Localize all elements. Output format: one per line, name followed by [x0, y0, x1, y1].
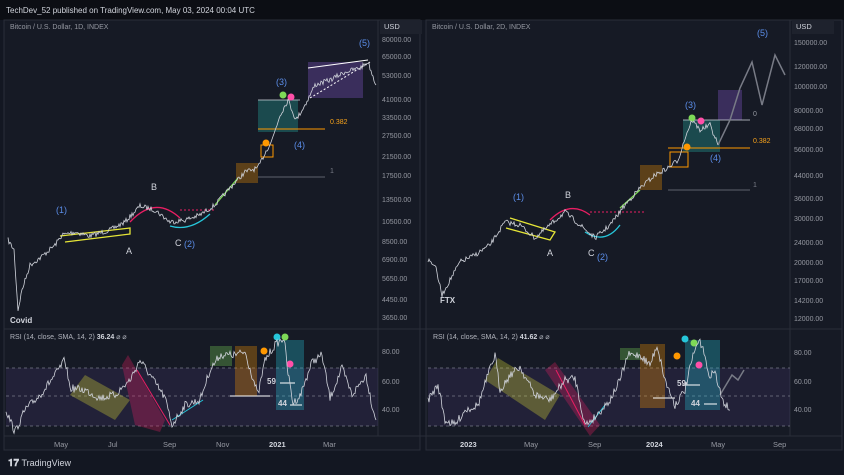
wave-label: C: [175, 238, 182, 248]
tradingview-logo[interactable]: 𝟏𝟕 TradingView: [8, 458, 71, 469]
rsi-axis-label: 60.00: [382, 379, 400, 386]
time-axis-label: Sep: [588, 440, 602, 449]
wave-label: (5): [757, 28, 768, 38]
fib-level: 0: [753, 111, 757, 118]
wave-label: (4): [294, 140, 305, 150]
time-axis-label: 2024: [646, 440, 663, 449]
wave-label: (1): [56, 205, 67, 215]
price-axis-label: 41000.00: [382, 97, 412, 104]
rsi-axis-label: 40.00: [382, 407, 400, 414]
right-rsi-legend: RSI (14, close, SMA, 14, 2) 41.62 ⌀ ⌀: [433, 333, 550, 341]
price-axis-label: 12000.00: [794, 316, 824, 323]
price-axis-label: 80000.00: [794, 108, 824, 115]
price-axis-label: 27500.00: [382, 133, 412, 140]
rsi-value: 41.62: [519, 334, 538, 341]
price-axis-label: 80000.00: [382, 37, 412, 44]
price-axis-label: 33500.00: [382, 115, 412, 122]
wave-label: (2): [597, 252, 608, 262]
price-axis-label: 3650.00: [382, 315, 408, 322]
price-axis-label: 30000.00: [794, 216, 824, 223]
rsi-axis-label: 80.00: [794, 350, 812, 357]
price-axis-label: 8500.00: [382, 239, 408, 246]
time-axis-label: 2021: [269, 440, 286, 449]
price-axis-label: 100000.00: [794, 84, 828, 91]
wave-label: (1): [513, 192, 524, 202]
brand-name: TradingView: [21, 458, 71, 468]
wave-label: (4): [710, 153, 721, 163]
price-axis-label: 68000.00: [794, 126, 824, 133]
price-axis-label: 21500.00: [382, 154, 412, 161]
time-axis-label: 2023: [460, 440, 477, 449]
time-axis-label: Jul: [108, 440, 118, 449]
projection-path: [717, 52, 786, 146]
event-label: FTX: [440, 296, 456, 305]
fib-level: 1: [330, 168, 334, 175]
price-axis-label: 13500.00: [382, 197, 412, 204]
rsi-settings-icons[interactable]: ⌀ ⌀: [539, 334, 550, 341]
time-axis-label: May: [711, 440, 726, 449]
wave-label: (3): [685, 100, 696, 110]
time-axis-label: Mar: [323, 440, 336, 449]
price-axis-label: 6900.00: [382, 257, 408, 264]
price-axis-label: 44000.00: [794, 173, 824, 180]
time-axis-label: May: [524, 440, 539, 449]
left-rsi-legend: RSI (14, close, SMA, 14, 2) 36.24 ⌀ ⌀: [10, 333, 127, 341]
rsi-level-label: 59: [677, 379, 686, 388]
price-axis-label: 56000.00: [794, 147, 824, 154]
time-axis-label: Sep: [773, 440, 787, 449]
price-axis-label: 10500.00: [382, 219, 412, 226]
price-axis-label: 120000.00: [794, 64, 828, 71]
rsi-value: 36.24: [96, 334, 115, 341]
left-symbol-title: Bitcoin / U.S. Dollar, 1D, INDEX: [10, 24, 109, 31]
time-axis-label: May: [54, 440, 69, 449]
publish-info: TechDev_52 published on TradingView.com,…: [6, 6, 255, 15]
wave-label: (5): [359, 38, 370, 48]
wave-label: C: [588, 248, 595, 258]
wave3-box: [258, 100, 298, 132]
fib-level: 1: [753, 182, 757, 189]
rsi-level-label: 59: [267, 377, 276, 386]
price-axis-label: 36000.00: [794, 196, 824, 203]
wave-label: B: [151, 182, 158, 192]
wave-label: B: [565, 190, 572, 200]
price-axis-label: 17500.00: [382, 173, 412, 180]
right-rsi-line: [427, 338, 731, 427]
price-axis-label: 20000.00: [794, 260, 824, 267]
wave-label: (3): [276, 77, 287, 87]
rsi-axis-label: 40.00: [794, 407, 812, 414]
rsi-axis-label: 80.00: [382, 349, 400, 356]
right-currency-button[interactable]: USD: [792, 20, 834, 34]
rsi-level-label: 44: [278, 399, 287, 408]
price-axis-label: 17000.00: [794, 278, 824, 285]
left-currency-button[interactable]: USD: [380, 20, 422, 34]
rsi-settings-icons[interactable]: ⌀ ⌀: [116, 334, 127, 341]
price-axis-label: 150000.00: [794, 40, 828, 47]
price-axis-label: 53000.00: [382, 73, 412, 80]
rsi-label: RSI (14, close, SMA, 14, 2): [433, 334, 518, 341]
rsi-axis-label: 60.00: [794, 379, 812, 386]
right-price-line: [427, 120, 719, 298]
wave-label: A: [126, 246, 133, 256]
time-axis-label: Sep: [163, 440, 177, 449]
wave-label: (2): [184, 239, 195, 249]
event-label: Covid: [10, 316, 33, 325]
price-axis-label: 24000.00: [794, 240, 824, 247]
rsi-label: RSI (14, close, SMA, 14, 2): [10, 334, 95, 341]
right-symbol-title: Bitcoin / U.S. Dollar, 2D, INDEX: [432, 24, 531, 31]
time-axis-label: Nov: [216, 440, 230, 449]
wave-label: A: [547, 248, 554, 258]
fib-level: 0.382: [330, 119, 348, 126]
rsi-level-label: 44: [691, 399, 700, 408]
price-axis-label: 14200.00: [794, 298, 824, 305]
price-axis-label: 5650.00: [382, 276, 408, 283]
price-axis-label: 65000.00: [382, 54, 412, 61]
fib-level: 0.382: [753, 138, 771, 145]
left-rsi-line: [5, 338, 377, 435]
price-axis-label: 4450.00: [382, 297, 408, 304]
left-price-line: [7, 62, 377, 311]
